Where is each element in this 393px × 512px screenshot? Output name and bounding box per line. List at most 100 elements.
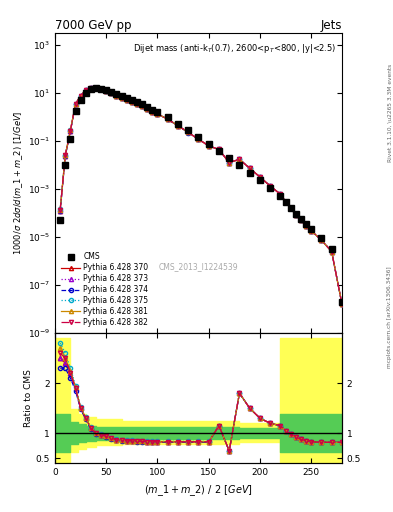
Pythia 6.428 375 (109, 90, 114, 96)
Pythia 6.428 381 (58, 207, 62, 213)
Pythia 6.428 381 (268, 183, 273, 189)
Pythia 6.428 373 (99, 86, 103, 92)
Pythia 6.428 382 (78, 93, 83, 99)
Pythia 6.428 375 (294, 212, 298, 218)
Pythia 6.428 373 (78, 93, 83, 99)
Pythia 6.428 370 (206, 143, 211, 149)
Pythia 6.428 381 (247, 165, 252, 172)
Pythia 6.428 374 (63, 153, 68, 159)
Pythia 6.428 381 (145, 105, 150, 112)
Pythia 6.428 373 (165, 116, 170, 122)
Pythia 6.428 373 (135, 101, 140, 107)
Pythia 6.428 374 (309, 227, 314, 233)
CMS (227, 155, 231, 161)
Pythia 6.428 382 (294, 212, 298, 218)
Pythia 6.428 373 (304, 223, 309, 229)
Pythia 6.428 370 (88, 85, 93, 91)
Pythia 6.428 382 (125, 97, 129, 103)
Pythia 6.428 373 (109, 90, 114, 96)
Pythia 6.428 381 (135, 101, 140, 107)
CMS (257, 177, 262, 183)
Pythia 6.428 374 (135, 101, 140, 107)
Pythia 6.428 373 (58, 207, 62, 214)
Pythia 6.428 382 (119, 95, 124, 101)
CMS (176, 120, 180, 126)
Pythia 6.428 382 (165, 116, 170, 122)
CMS (329, 246, 334, 252)
Pythia 6.428 381 (130, 99, 134, 105)
Pythia 6.428 374 (288, 205, 293, 211)
Pythia 6.428 370 (217, 146, 221, 153)
Pythia 6.428 381 (73, 101, 78, 107)
Pythia 6.428 373 (247, 165, 252, 172)
Line: CMS: CMS (57, 86, 345, 305)
Pythia 6.428 382 (304, 223, 309, 229)
Pythia 6.428 375 (150, 109, 155, 115)
Pythia 6.428 382 (63, 152, 68, 158)
CMS (150, 106, 155, 113)
Legend: CMS, Pythia 6.428 370, Pythia 6.428 373, Pythia 6.428 374, Pythia 6.428 375, Pyt: CMS, Pythia 6.428 370, Pythia 6.428 373,… (59, 250, 151, 329)
CMS (140, 101, 145, 108)
Pythia 6.428 373 (268, 183, 273, 189)
Pythia 6.428 375 (58, 206, 62, 212)
Pythia 6.428 370 (155, 111, 160, 117)
Pythia 6.428 374 (83, 87, 88, 93)
Pythia 6.428 370 (104, 88, 108, 94)
Pythia 6.428 375 (73, 101, 78, 107)
Pythia 6.428 375 (83, 87, 88, 93)
Pythia 6.428 382 (319, 237, 324, 243)
Pythia 6.428 382 (104, 88, 108, 94)
Pythia 6.428 375 (247, 165, 252, 172)
Pythia 6.428 374 (176, 123, 180, 129)
Pythia 6.428 370 (140, 103, 145, 109)
CMS (247, 169, 252, 176)
Pythia 6.428 374 (257, 174, 262, 180)
Pythia 6.428 381 (294, 212, 298, 218)
Pythia 6.428 374 (165, 116, 170, 122)
Pythia 6.428 373 (196, 136, 201, 142)
Pythia 6.428 370 (109, 90, 114, 96)
Pythia 6.428 370 (278, 191, 283, 197)
Pythia 6.428 374 (88, 86, 93, 92)
Pythia 6.428 370 (309, 227, 314, 233)
Pythia 6.428 373 (63, 153, 68, 159)
CMS (94, 85, 98, 91)
Pythia 6.428 375 (196, 136, 201, 142)
CMS (309, 226, 314, 232)
Pythia 6.428 375 (237, 156, 242, 162)
Pythia 6.428 381 (114, 93, 119, 99)
Y-axis label: $1000/\sigma\ 2d\sigma/d(m\_1+m\_2)\ [1/GeV]$: $1000/\sigma\ 2d\sigma/d(m\_1+m\_2)\ [1/… (12, 111, 25, 255)
Pythia 6.428 373 (125, 97, 129, 103)
Pythia 6.428 381 (217, 146, 221, 153)
Pythia 6.428 374 (217, 146, 221, 153)
Pythia 6.428 375 (304, 223, 309, 229)
CMS (73, 108, 78, 114)
Pythia 6.428 382 (206, 143, 211, 149)
Text: 7000 GeV pp: 7000 GeV pp (55, 19, 132, 32)
Pythia 6.428 374 (68, 128, 73, 134)
Pythia 6.428 375 (288, 205, 293, 211)
Pythia 6.428 382 (155, 111, 160, 117)
Pythia 6.428 381 (206, 143, 211, 149)
CMS (58, 217, 62, 223)
Pythia 6.428 382 (145, 105, 150, 112)
Pythia 6.428 370 (99, 86, 103, 92)
Pythia 6.428 374 (130, 99, 134, 105)
Pythia 6.428 381 (299, 218, 303, 224)
Pythia 6.428 381 (88, 85, 93, 91)
Pythia 6.428 373 (114, 93, 119, 99)
Pythia 6.428 382 (196, 136, 201, 142)
Pythia 6.428 381 (109, 90, 114, 96)
Pythia 6.428 370 (114, 93, 119, 99)
Pythia 6.428 375 (206, 142, 211, 148)
Pythia 6.428 382 (88, 85, 93, 91)
Pythia 6.428 381 (119, 95, 124, 101)
CMS (83, 90, 88, 96)
Pythia 6.428 370 (299, 218, 303, 224)
Pythia 6.428 382 (268, 183, 273, 189)
Pythia 6.428 374 (299, 218, 303, 224)
Pythia 6.428 374 (109, 91, 114, 97)
Pythia 6.428 382 (58, 207, 62, 213)
Pythia 6.428 373 (130, 99, 134, 105)
Pythia 6.428 382 (278, 191, 283, 197)
